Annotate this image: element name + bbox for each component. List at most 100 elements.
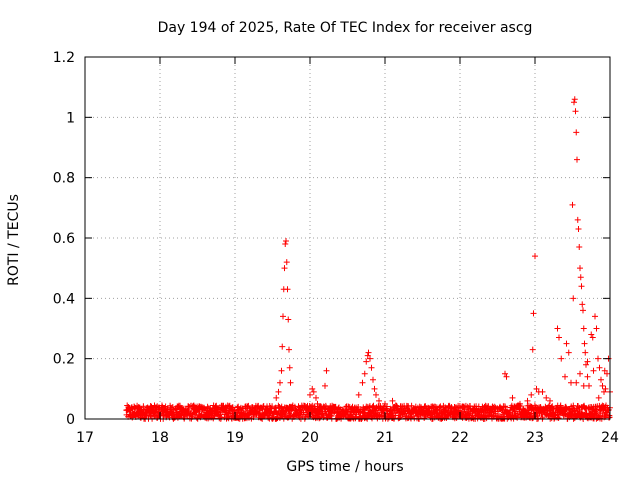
axes <box>84 56 611 420</box>
y-tick-label: 1.2 <box>53 50 75 66</box>
data-point <box>509 394 516 401</box>
data-point <box>277 379 283 386</box>
x-tick-label: 20 <box>301 430 319 446</box>
data-point <box>502 370 508 377</box>
data-point <box>275 388 282 395</box>
data-point <box>577 265 583 272</box>
data-point <box>589 334 596 341</box>
data-point <box>599 382 606 389</box>
data-point <box>578 283 585 290</box>
data-point <box>279 343 286 350</box>
data-point <box>562 373 568 380</box>
x-axis-label: GPS time / hours <box>286 459 403 475</box>
data-point <box>580 325 587 332</box>
y-tick-label: 0.4 <box>53 291 75 307</box>
data-point <box>310 388 317 395</box>
x-tick-label: 17 <box>76 430 94 446</box>
y-tick-label: 0.2 <box>53 352 75 368</box>
data-point <box>363 358 370 365</box>
data-point <box>359 379 366 386</box>
data-point <box>370 376 376 383</box>
data-point <box>314 400 321 407</box>
x-tick-label: 23 <box>526 430 544 446</box>
data-point <box>576 244 583 251</box>
x-tick-label: 22 <box>451 430 469 446</box>
data-point <box>361 370 368 377</box>
data-point <box>529 346 536 353</box>
tick-labels: 17 18 19 20 21 22 23 24 0 0.2 0.4 0.6 0.8 1 1.2 <box>53 50 619 446</box>
data-point <box>318 403 325 410</box>
data-point <box>595 355 601 362</box>
data-point <box>604 370 610 377</box>
data-point <box>281 265 288 272</box>
data-point <box>601 388 607 395</box>
data-point <box>278 367 285 374</box>
data-point <box>571 96 578 103</box>
data-point <box>286 364 293 371</box>
data-point <box>389 397 396 404</box>
data-point <box>547 397 553 404</box>
data-point <box>543 394 550 401</box>
data-point <box>584 373 591 380</box>
data-point <box>376 397 382 404</box>
data-point <box>556 334 562 341</box>
data-point <box>582 349 589 356</box>
plot-frame <box>84 56 611 420</box>
data-point <box>532 253 538 260</box>
data-point <box>286 346 292 353</box>
data-point <box>285 316 292 323</box>
x-tick-label: 19 <box>226 430 244 446</box>
data-point <box>579 301 586 308</box>
data-point <box>571 99 577 106</box>
data-point <box>596 364 603 371</box>
data-point <box>598 376 604 383</box>
data-point <box>590 367 597 374</box>
data-point <box>273 394 280 401</box>
data-point <box>601 367 608 374</box>
data-point <box>572 108 579 115</box>
data-point <box>573 129 580 136</box>
data-point <box>577 370 583 377</box>
data-point <box>368 364 375 371</box>
data-point <box>574 156 580 163</box>
data-point <box>530 310 537 317</box>
data-point <box>283 259 290 266</box>
grid-lines <box>85 57 610 419</box>
data-point <box>284 286 291 293</box>
data-point <box>367 355 373 362</box>
data-point <box>313 394 319 401</box>
data-point <box>586 382 592 389</box>
x-tick-label: 18 <box>151 430 169 446</box>
data-point <box>565 349 572 356</box>
y-axis-label: ROTI / TECUs <box>6 194 22 286</box>
data-point <box>554 325 561 332</box>
data-point <box>323 367 330 374</box>
data-point <box>568 379 574 386</box>
data-point <box>307 391 313 398</box>
data-point <box>517 400 523 407</box>
data-point <box>282 241 289 248</box>
data-point <box>570 295 577 302</box>
data-point <box>569 201 576 208</box>
data-point <box>588 331 595 338</box>
data-point <box>373 391 379 398</box>
data-point <box>539 388 546 395</box>
data-point <box>364 352 371 359</box>
data-point <box>280 313 286 320</box>
y-tick-label: 0.8 <box>53 171 75 187</box>
data-point <box>581 340 588 347</box>
data-point <box>563 340 570 347</box>
data-point <box>371 385 378 392</box>
data-point <box>573 379 580 386</box>
chart-title: Day 194 of 2025, Rate Of TEC Index for r… <box>158 20 533 36</box>
data-point <box>583 361 589 368</box>
data-point <box>355 391 362 398</box>
y-tick-label: 0 <box>66 412 75 428</box>
x-tick-label: 21 <box>376 430 394 446</box>
y-tick-label: 0.6 <box>53 231 75 247</box>
data-point <box>533 385 540 392</box>
data-point <box>592 313 598 320</box>
data-point <box>528 391 535 398</box>
data-point <box>575 225 582 232</box>
data-point <box>580 307 586 314</box>
